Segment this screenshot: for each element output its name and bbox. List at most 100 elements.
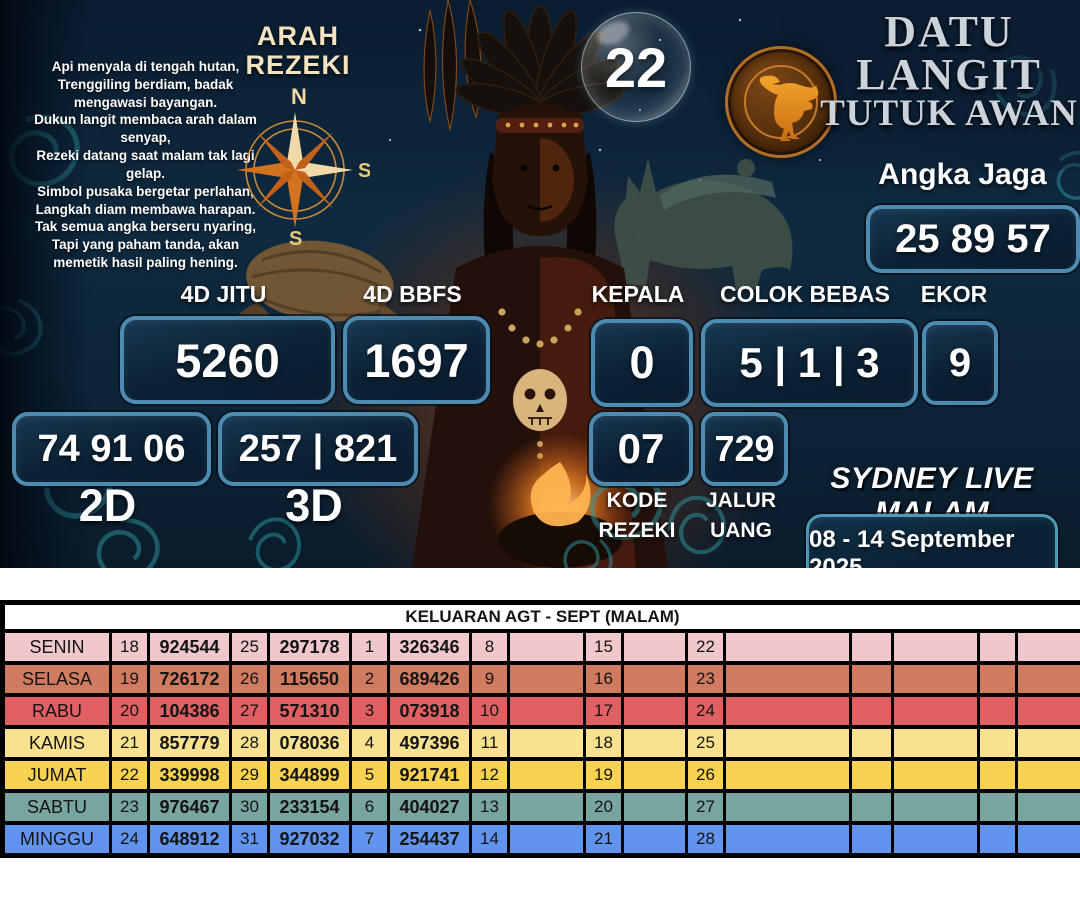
date-cell: 9 xyxy=(469,661,510,697)
date-cell: 19 xyxy=(109,661,150,697)
table-title-row: KELUARAN AGT - SEPT (MALAM) xyxy=(0,600,1080,633)
result-cell: 254437 xyxy=(387,821,472,858)
colok-label: COLOK BEBAS xyxy=(720,281,890,307)
date-cell: 3 xyxy=(349,693,390,729)
date-cell: 7 xyxy=(349,821,390,858)
date-cell: 28 xyxy=(685,821,726,858)
date-cell: 21 xyxy=(109,725,150,761)
compass-n-label: N xyxy=(291,88,307,109)
bird-coin-logo xyxy=(725,46,837,158)
table-row: RABU 20 104386 27 571310 3 073918 10 17 24 xyxy=(1,693,1080,729)
result-cell xyxy=(621,821,688,858)
date-cell: 10 xyxy=(469,693,510,729)
day-cell: RABU xyxy=(1,693,112,729)
date-cell: 23 xyxy=(109,789,150,825)
date-cell: 26 xyxy=(229,661,270,697)
colok-value-box: 5 | 1 | 3 xyxy=(701,319,918,407)
date-cell: 24 xyxy=(685,693,726,729)
result-cell xyxy=(507,629,586,665)
result-cell xyxy=(621,789,688,825)
result-cell xyxy=(507,757,586,793)
3d-label: 3D xyxy=(285,480,343,531)
compass-s-label: S xyxy=(289,228,302,246)
kepala-value: 0 xyxy=(629,337,655,388)
date-cell: 18 xyxy=(583,725,624,761)
date-cell: 22 xyxy=(109,757,150,793)
date-cell: 25 xyxy=(685,725,726,761)
date-cell: 16 xyxy=(583,661,624,697)
result-cell xyxy=(1014,725,1080,761)
date-cell xyxy=(977,693,1018,729)
date-cell: 2 xyxy=(349,661,390,697)
table-title: KELUARAN AGT - SEPT (MALAM) xyxy=(0,600,1080,633)
result-cell: 078036 xyxy=(267,725,352,761)
kode-rezeki-label: KODE REZEKI xyxy=(598,489,676,543)
result-cell xyxy=(891,821,980,858)
result-cell: 326346 xyxy=(387,629,472,665)
date-cell: 5 xyxy=(349,757,390,793)
title-line-3: TUTUK AWAN xyxy=(820,93,1078,135)
date-cell: 24 xyxy=(109,821,150,858)
result-cell: 344899 xyxy=(267,757,352,793)
result-cell: 689426 xyxy=(387,661,472,697)
date-cell xyxy=(977,821,1018,858)
result-cell xyxy=(723,789,852,825)
result-cell: 115650 xyxy=(267,661,352,697)
bbfs-value: 1697 xyxy=(364,333,469,387)
result-cell: 924544 xyxy=(147,629,232,665)
2d-value: 74 91 06 xyxy=(37,427,186,470)
date-cell: 29 xyxy=(229,757,270,793)
table-row: JUMAT 22 339998 29 344899 5 921741 12 19 26 xyxy=(1,757,1080,793)
result-cell xyxy=(621,725,688,761)
result-cell: 726172 xyxy=(147,661,232,697)
date-cell: 17 xyxy=(583,693,624,729)
date-cell: 6 xyxy=(349,789,390,825)
ekor-value: 9 xyxy=(948,340,972,385)
jitu-value-box: 5260 xyxy=(120,316,335,404)
result-cell: 297178 xyxy=(267,629,352,665)
table-row: MINGGU 24 648912 31 927032 7 254437 14 21 28 xyxy=(1,821,1080,858)
result-cell xyxy=(1014,629,1080,665)
result-cell: 571310 xyxy=(267,693,352,729)
date-cell: 15 xyxy=(583,629,624,665)
day-cell: SABTU xyxy=(1,789,112,825)
results-table-body: KELUARAN AGT - SEPT (MALAM) SENIN 18 92454… xyxy=(0,600,1080,858)
date-range: 08 - 14 September 2025 xyxy=(809,526,1015,568)
result-cell: 927032 xyxy=(267,821,352,858)
date-cell xyxy=(849,757,894,793)
date-cell: 14 xyxy=(469,821,510,858)
result-cell: 976467 xyxy=(147,789,232,825)
result-cell xyxy=(891,789,980,825)
date-cell: 1 xyxy=(349,629,390,665)
banner: Api menyala di tengah hutan, Trenggiling… xyxy=(0,0,1080,568)
date-cell xyxy=(849,661,894,697)
result-cell: 921741 xyxy=(387,757,472,793)
2d-value-box: 74 91 06 xyxy=(12,412,211,486)
result-cell: 339998 xyxy=(147,757,232,793)
date-cell: 20 xyxy=(109,693,150,729)
bubble-number: 22 xyxy=(604,35,668,99)
date-cell xyxy=(977,725,1018,761)
main-title: DATU LANGIT TUTUK AWAN xyxy=(818,9,1080,135)
jalur-uang-label: JALUR UANG xyxy=(705,489,776,543)
result-cell xyxy=(1014,789,1080,825)
result-cell xyxy=(891,757,980,793)
date-cell xyxy=(977,757,1018,793)
result-cell xyxy=(891,629,980,665)
date-cell: 18 xyxy=(109,629,150,665)
bubble-number-badge: 22 xyxy=(581,12,691,122)
date-cell: 26 xyxy=(685,757,726,793)
result-cell: 497396 xyxy=(387,725,472,761)
result-cell xyxy=(1014,821,1080,858)
bbfs-value-box: 1697 xyxy=(343,316,490,404)
result-cell: 233154 xyxy=(267,789,352,825)
day-cell: KAMIS xyxy=(1,725,112,761)
result-cell xyxy=(723,661,852,697)
results-table: KELUARAN AGT - SEPT (MALAM) SENIN 18 92454… xyxy=(0,600,1080,858)
result-cell xyxy=(621,757,688,793)
date-cell: 30 xyxy=(229,789,270,825)
3d-value: 257 | 821 xyxy=(238,427,398,470)
result-cell: 648912 xyxy=(147,821,232,858)
result-cell: 104386 xyxy=(147,693,232,729)
